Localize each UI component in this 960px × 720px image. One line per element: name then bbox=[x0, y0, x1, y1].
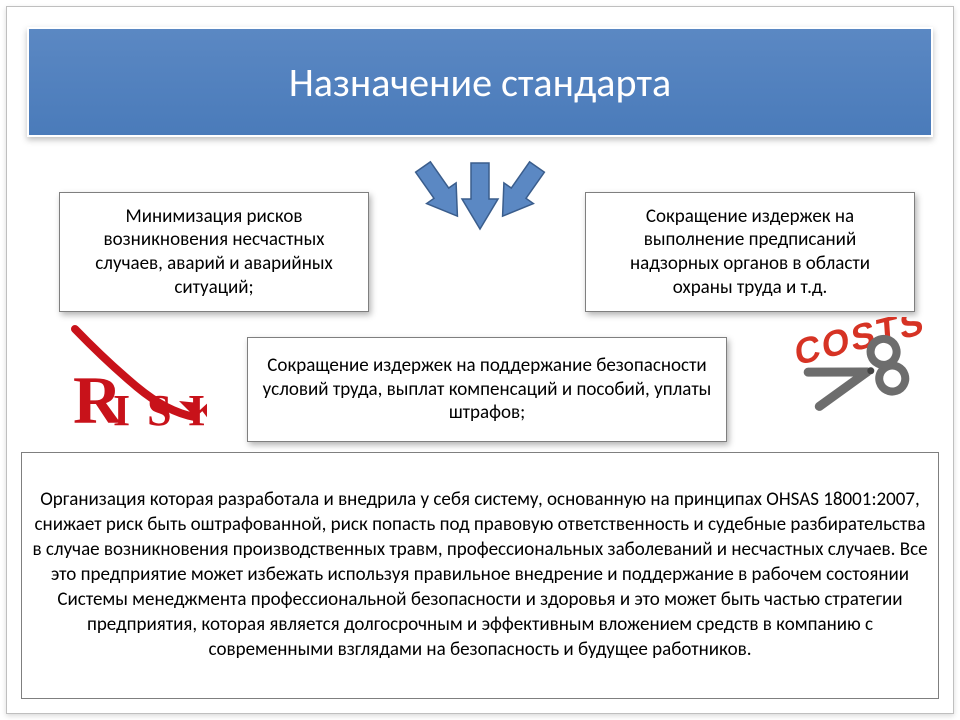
box-risk-minimization: Минимизация рисков возникновения несчаст… bbox=[59, 192, 369, 312]
box-right-text: Сокращение издержек на выполнение предпи… bbox=[598, 205, 902, 300]
slide-frame: Назначение стандарта Минимизация рисков … bbox=[6, 6, 954, 714]
svg-text:I S K: I S K bbox=[113, 386, 207, 432]
costs-scissors-icon: COSTS bbox=[787, 317, 937, 437]
box-cost-safety: Сокращение издержек на поддержание безоп… bbox=[247, 337, 727, 442]
arrow-down-center-icon bbox=[457, 157, 503, 237]
box-cost-compliance: Сокращение издержек на выполнение предпи… bbox=[585, 192, 915, 312]
paragraph-text: Организация которая разработала и внедри… bbox=[32, 487, 928, 663]
risk-icon: R I S K bbox=[67, 317, 207, 432]
svg-text:COSTS: COSTS bbox=[794, 317, 927, 374]
slide-title: Назначение стандарта bbox=[27, 27, 933, 137]
title-text: Назначение стандарта bbox=[289, 58, 671, 107]
arrow-down-left-icon bbox=[395, 157, 451, 237]
description-paragraph: Организация которая разработала и внедри… bbox=[21, 452, 939, 699]
box-left-text: Минимизация рисков возникновения несчаст… bbox=[72, 205, 356, 300]
box-center-text: Сокращение издержек на поддержание безоп… bbox=[260, 354, 714, 425]
arrow-down-right-icon bbox=[509, 157, 565, 237]
